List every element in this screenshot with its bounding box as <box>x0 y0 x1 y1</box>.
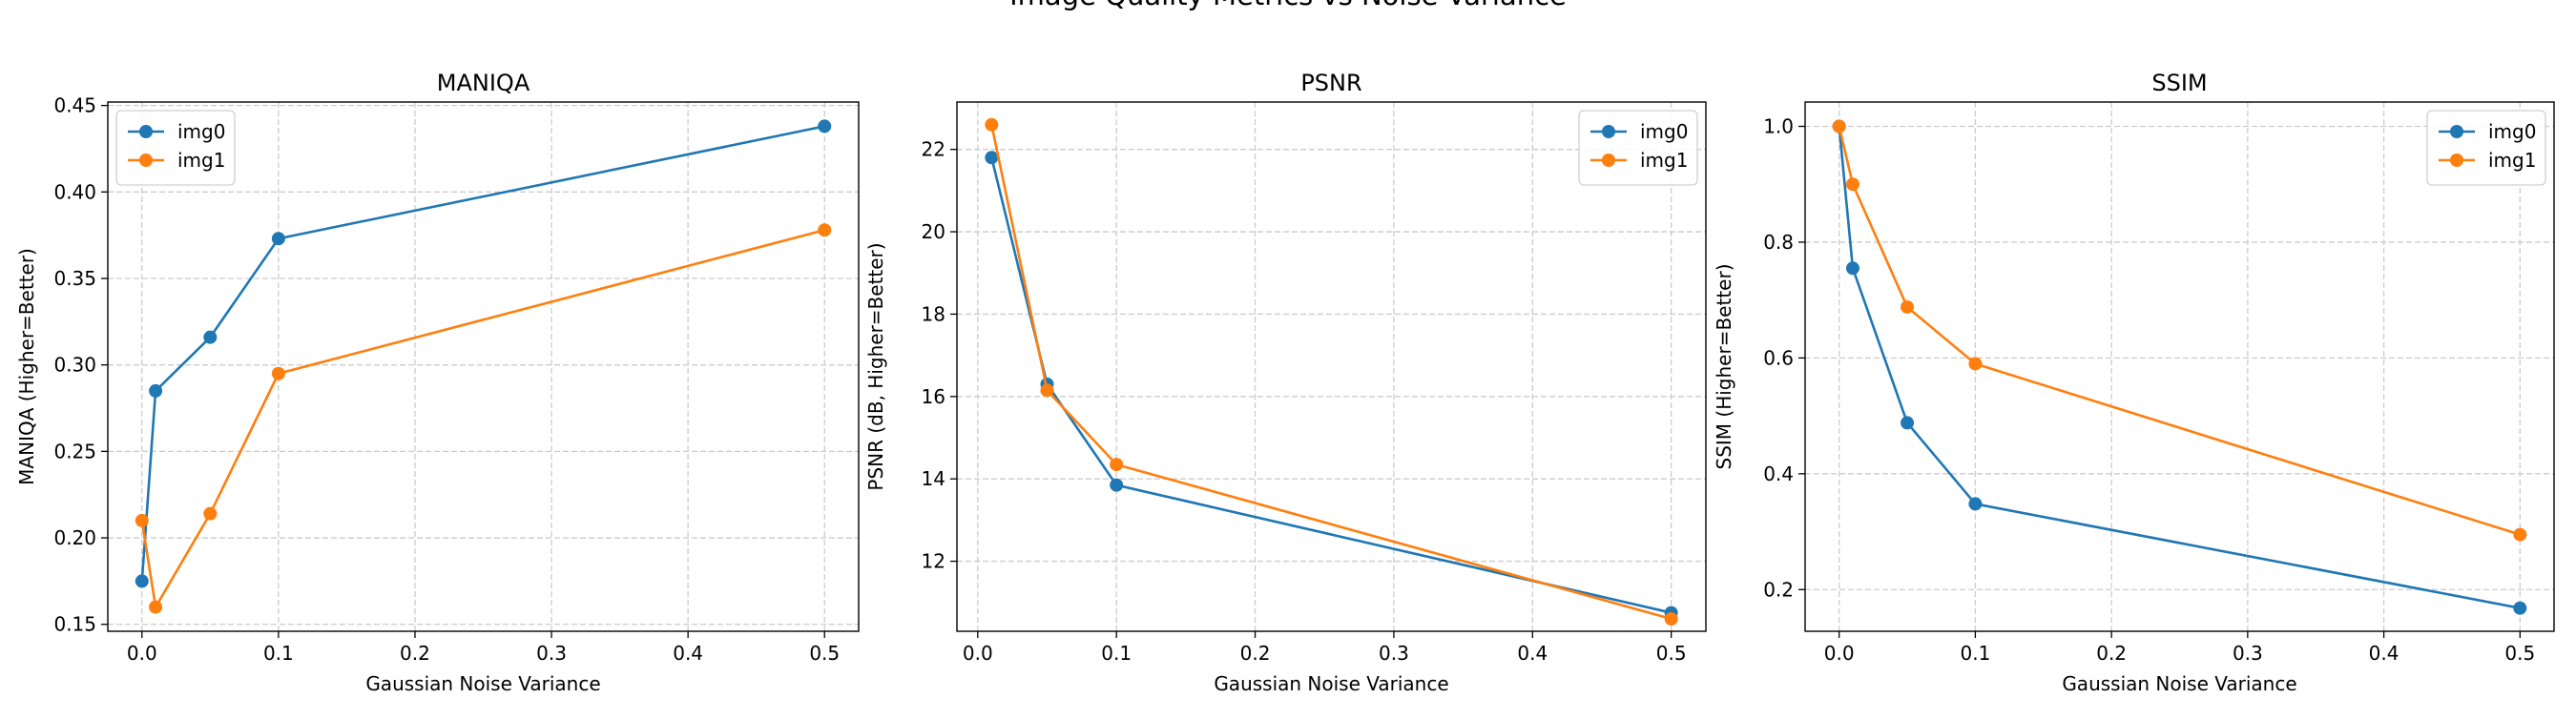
data-point-img1 <box>149 600 163 614</box>
x-tick-label: 0.0 <box>1824 642 1855 665</box>
data-point-img0 <box>271 232 285 246</box>
y-tick-label: 0.2 <box>1763 578 1794 601</box>
y-tick-label: 12 <box>922 550 945 573</box>
data-point-img0 <box>1968 497 1983 511</box>
x-tick-label: 0.4 <box>673 642 703 665</box>
y-tick-label: 0.8 <box>1763 231 1794 254</box>
y-axis-label: PSNR (dB, Higher=Better) <box>864 242 887 490</box>
chart-title: MANIQA <box>437 70 530 96</box>
legend: img0 img1 <box>1578 110 1698 186</box>
data-point-img0 <box>2513 601 2527 615</box>
x-tick-label: 0.0 <box>127 642 157 665</box>
x-axis-label: Gaussian Noise Variance <box>365 672 600 695</box>
legend-label-img1: img1 <box>1640 149 1688 172</box>
x-tick-label: 0.4 <box>2369 642 2399 665</box>
chart-title: SSIM <box>2151 70 2207 96</box>
y-axis-label: SSIM (Higher=Better) <box>1713 264 1735 470</box>
legend-label-img0: img0 <box>2488 120 2536 143</box>
chart-title: PSNR <box>1300 70 1361 96</box>
y-tick-label: 0.20 <box>53 526 96 549</box>
x-tick-label: 0.1 <box>1961 642 1991 665</box>
x-axis-label: Gaussian Noise Variance <box>1214 672 1448 695</box>
data-point-img1 <box>818 223 832 237</box>
data-point-img1 <box>203 506 218 521</box>
legend-marker-img0 <box>2450 125 2463 138</box>
y-tick-label: 0.6 <box>1763 346 1794 369</box>
series-line-img0 <box>990 156 1672 614</box>
plot-frame <box>1804 101 2555 632</box>
data-point-img1 <box>135 513 149 527</box>
x-tick-label: 0.4 <box>1517 642 1548 665</box>
legend-label-img0: img0 <box>1640 120 1688 143</box>
x-tick-label: 0.1 <box>1101 642 1132 665</box>
legend: img0 img1 <box>2426 110 2546 186</box>
x-tick-label: 0.5 <box>1656 642 1687 665</box>
x-axis-label: Gaussian Noise Variance <box>2062 672 2296 695</box>
x-tick-label: 0.1 <box>263 642 294 665</box>
legend-marker-img1 <box>2450 154 2463 167</box>
data-point-img1 <box>985 117 999 132</box>
x-tick-label: 0.5 <box>809 642 840 665</box>
y-tick-label: 22 <box>922 138 945 161</box>
y-tick-label: 0.15 <box>53 613 96 636</box>
y-tick-label: 0.4 <box>1763 462 1794 485</box>
series-line-img1 <box>990 124 1672 621</box>
chart-maniqa: 0.0 0.1 0.2 0.3 0.4 0.5 0.15 0.20 0.25 0.30 0.35 0.… <box>15 70 860 695</box>
x-tick-label: 0.3 <box>536 642 567 665</box>
legend-marker-img1 <box>1602 154 1615 167</box>
data-point-img0 <box>203 330 218 344</box>
data-point-img1 <box>1110 458 1124 472</box>
y-tick-label: 0.45 <box>53 94 96 117</box>
y-tick-label: 20 <box>922 220 945 243</box>
legend-label-img1: img1 <box>177 149 225 172</box>
data-point-img1 <box>1040 383 1054 398</box>
data-point-img0 <box>1110 478 1124 492</box>
y-tick-label: 14 <box>922 467 945 490</box>
chart-psnr: 0.0 0.1 0.2 0.3 0.4 0.5 12 14 16 18 20 22 PSNR Gaussi… <box>864 70 1707 695</box>
y-tick-label: 16 <box>922 385 945 408</box>
data-point-img1 <box>1845 177 1859 192</box>
y-axis-label: MANIQA (Higher=Better) <box>15 248 38 485</box>
data-point-img1 <box>1664 612 1678 627</box>
plot-frame <box>107 101 860 632</box>
legend-label-img0: img0 <box>177 120 225 143</box>
legend-label-img1: img1 <box>2488 149 2536 172</box>
data-point-img0 <box>818 119 832 134</box>
x-tick-label: 0.2 <box>1240 642 1271 665</box>
series-line-img0 <box>140 125 825 582</box>
legend: img0 img1 <box>115 110 236 186</box>
chart-ssim: 0.0 0.1 0.2 0.3 0.4 0.5 0.2 0.4 0.6 0.8 1.0 SSIM Gau… <box>1713 70 2555 695</box>
legend-marker-img1 <box>139 154 153 167</box>
y-tick-label: 1.0 <box>1763 115 1794 138</box>
plot-frame <box>956 101 1707 632</box>
legend-marker-img0 <box>1602 125 1615 138</box>
data-point-img0 <box>149 383 163 398</box>
y-tick-label: 0.30 <box>53 354 96 377</box>
figure-title: Image Quality Metrics vs Noise Variance <box>0 0 2576 11</box>
x-tick-label: 0.2 <box>400 642 430 665</box>
x-tick-label: 0.3 <box>1379 642 1409 665</box>
x-tick-label: 0.0 <box>963 642 993 665</box>
data-point-img0 <box>985 151 999 165</box>
y-tick-label: 0.40 <box>53 180 96 203</box>
data-point-img0 <box>1845 261 1859 276</box>
data-point-img1 <box>271 366 285 380</box>
data-point-img1 <box>1832 119 1846 134</box>
y-tick-label: 18 <box>922 302 945 325</box>
series-line-img0 <box>1838 126 2521 609</box>
x-tick-label: 0.5 <box>2504 642 2535 665</box>
data-point-img0 <box>1901 416 1915 430</box>
data-point-img1 <box>1901 299 1915 314</box>
x-tick-label: 0.3 <box>2233 642 2263 665</box>
data-point-img0 <box>135 574 149 588</box>
legend-marker-img0 <box>139 125 153 138</box>
data-point-img1 <box>2513 527 2527 542</box>
data-point-img1 <box>1968 357 1983 371</box>
y-tick-label: 0.35 <box>53 267 96 290</box>
x-tick-label: 0.2 <box>2096 642 2127 665</box>
y-tick-label: 0.25 <box>53 440 96 462</box>
